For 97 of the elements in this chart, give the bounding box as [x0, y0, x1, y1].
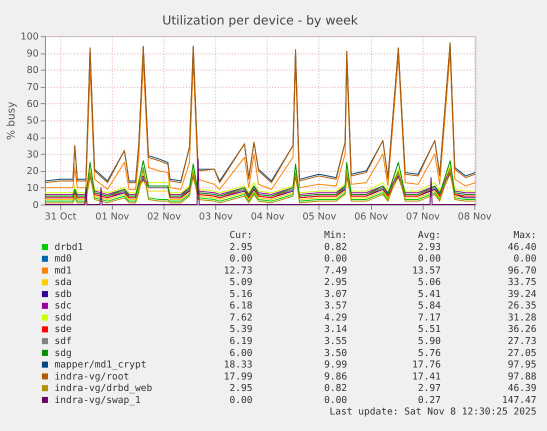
text: 0.82 — [324, 242, 348, 253]
text: 6.19 — [229, 336, 253, 347]
text: Avg: — [418, 230, 441, 242]
text: 97.88 — [508, 371, 537, 382]
y-tick-label: 90 — [26, 48, 39, 60]
x-tick-label: 08 Nov — [458, 211, 492, 222]
text: 33.75 — [508, 277, 536, 288]
text: 3.07 — [324, 288, 348, 300]
legend-label: sdc — [54, 300, 72, 312]
x-tick-label: 06 Nov — [354, 211, 388, 222]
text: 46.39 — [508, 383, 537, 394]
legend-label: mapper/md1_crypt — [54, 360, 146, 371]
text: 7.49 — [324, 265, 348, 276]
text: 5.76 — [418, 348, 442, 359]
text: 96.70 — [508, 265, 537, 276]
text: 0.00 — [229, 394, 253, 406]
x-tick-label: 01 Nov — [95, 211, 130, 222]
text: Last update: Sat Nov 8 12:30:25 2025 — [330, 406, 536, 418]
text: 5.41 — [418, 288, 442, 300]
legend-label: sda — [54, 277, 72, 288]
x-tick-label: 03 Nov — [198, 211, 234, 222]
text: 5.90 — [418, 336, 442, 347]
legend-label: indra-vg/root — [54, 371, 130, 382]
legend-label: sdb — [54, 288, 72, 300]
text: 0.00 — [513, 254, 537, 265]
legend-label: sde — [54, 324, 72, 336]
y-axis-title: % busy — [6, 102, 18, 140]
text: 7.17 — [418, 312, 442, 324]
text: 2.95 — [229, 383, 252, 394]
legend-label: drbd1 — [54, 242, 84, 253]
text: 0.00 — [324, 394, 348, 406]
text: 6.00 — [229, 348, 253, 359]
x-tick-label: 07 Nov — [406, 211, 440, 222]
text: 7.62 — [229, 312, 252, 324]
text: 5.39 — [229, 324, 253, 336]
y-tick-label: 40 — [26, 132, 39, 144]
x-tick-label: 02 Nov — [147, 211, 182, 222]
text: 46.40 — [508, 242, 537, 253]
text: 36.26 — [508, 324, 537, 336]
text: 27.05 — [508, 348, 536, 359]
text: 0.00 — [324, 254, 348, 265]
y-tick-label: 20 — [26, 166, 39, 178]
text: 9.99 — [324, 360, 348, 371]
text: 5.84 — [418, 300, 442, 312]
text: 6.18 — [229, 300, 253, 312]
text: 17.41 — [412, 371, 442, 382]
text: Min: — [324, 230, 348, 242]
text: Cur: — [229, 230, 252, 242]
text: 5.06 — [418, 277, 442, 288]
text: 13.57 — [412, 265, 442, 276]
text: 3.50 — [324, 348, 348, 359]
text: 2.93 — [418, 242, 442, 253]
text: 26.35 — [508, 300, 536, 312]
legend-label: indra-vg/swap_1 — [54, 394, 141, 406]
text: 3.55 — [324, 336, 348, 347]
text: 3.57 — [324, 300, 348, 312]
text: 17.76 — [412, 360, 442, 371]
text: 2.95 — [324, 277, 348, 288]
text: 0.00 — [418, 254, 442, 265]
text: 17.99 — [224, 371, 253, 382]
legend-label: sdf — [54, 336, 72, 347]
y-tick-label: 30 — [26, 149, 39, 160]
text: 39.24 — [508, 288, 537, 300]
text: 2.95 — [229, 242, 252, 253]
text: 0.27 — [418, 394, 442, 406]
text: 18.33 — [224, 360, 253, 371]
legend-label: md0 — [54, 254, 72, 265]
x-tick-label: 31 Oct — [44, 211, 77, 222]
y-tick-label: 70 — [26, 82, 39, 94]
text: 5.16 — [229, 288, 253, 300]
text: 9.86 — [324, 371, 348, 382]
text: 12.73 — [224, 265, 253, 276]
text: 0.00 — [229, 254, 253, 265]
legend-label: indra-vg/drbd_web — [54, 383, 152, 394]
text: 3.14 — [324, 324, 348, 336]
y-tick-label: 10 — [26, 183, 39, 194]
legend-label: md1 — [54, 265, 72, 276]
x-tick-label: 04 Nov — [250, 211, 285, 222]
text: 5.51 — [418, 324, 442, 336]
legend-label: sdd — [54, 312, 72, 324]
text: Max: — [513, 230, 536, 242]
text: 2.97 — [418, 383, 442, 394]
text: 31.28 — [508, 312, 537, 324]
legend-label: sdg — [54, 348, 72, 359]
y-tick-label: 60 — [26, 98, 39, 110]
y-tick-label: 100 — [20, 32, 39, 43]
text: 4.29 — [324, 312, 348, 324]
text: 27.73 — [508, 336, 537, 347]
y-tick-label: 0 — [32, 200, 39, 211]
text: 0.82 — [324, 383, 348, 394]
text: 97.95 — [508, 360, 536, 371]
text: 5.09 — [229, 277, 253, 288]
y-tick-label: 80 — [26, 65, 39, 76]
x-tick-label: 05 Nov — [302, 211, 337, 222]
chart-title: Utilization per device - by week — [162, 12, 359, 28]
y-tick-label: 50 — [26, 116, 39, 127]
text: 147.47 — [502, 394, 537, 406]
